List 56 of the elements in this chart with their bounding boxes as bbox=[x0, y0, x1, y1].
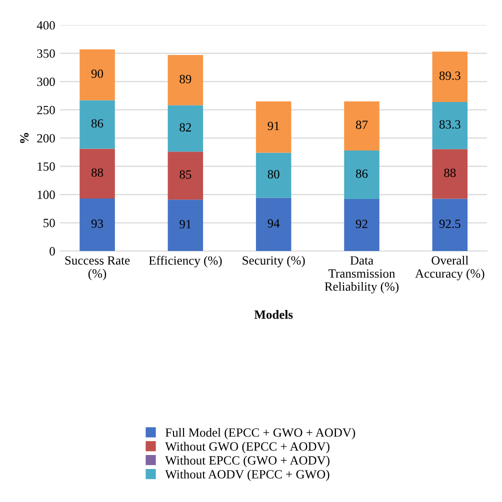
data-label: 91 bbox=[180, 220, 191, 228]
bar bbox=[168, 200, 204, 251]
x-tick-label: Efficiency (%) bbox=[148, 256, 222, 268]
bar bbox=[168, 105, 204, 152]
data-label: 93 bbox=[91, 219, 104, 228]
data-label: 80 bbox=[268, 170, 280, 178]
bar bbox=[432, 198, 468, 251]
bar bbox=[432, 149, 468, 199]
bar bbox=[344, 199, 380, 251]
x-tick-label: Data Transmission Reliability (%) bbox=[324, 256, 399, 294]
legend-label: Full Model (EPCC + GWO + AODV) bbox=[165, 428, 356, 440]
bar bbox=[80, 49, 115, 100]
data-label: 89.3 bbox=[439, 71, 460, 80]
legend-label: Without AODV (EPCC + GWO) bbox=[165, 470, 330, 482]
data-label: 86 bbox=[356, 169, 368, 178]
bar bbox=[256, 198, 292, 251]
data-label: 91 bbox=[268, 122, 280, 130]
x-axis-title: Models bbox=[254, 310, 293, 319]
x-tick-label: Security (%) bbox=[242, 256, 305, 268]
bar bbox=[80, 100, 115, 149]
bar bbox=[256, 152, 292, 198]
data-label: 86 bbox=[91, 119, 104, 128]
legend-label: Without GWO (EPCC + AODV) bbox=[165, 442, 330, 454]
y-tick-label: 100 bbox=[38, 190, 55, 199]
y-tick-label: 50 bbox=[44, 218, 55, 228]
data-label: 87 bbox=[356, 120, 368, 130]
data-label: 88 bbox=[91, 168, 104, 177]
x-tick-label: Success Rate (%) bbox=[65, 256, 130, 280]
y-tick-label: 0 bbox=[50, 247, 55, 256]
data-label: 90 bbox=[91, 69, 104, 78]
y-tick-label: 250 bbox=[37, 106, 55, 114]
legend-label: Without EPCC (GWO + AODV) bbox=[165, 456, 330, 468]
data-label: 92.5 bbox=[439, 220, 460, 228]
bar bbox=[80, 198, 115, 251]
data-label: 88 bbox=[444, 168, 456, 178]
data-label: 92 bbox=[356, 220, 368, 228]
x-tick-label: Overall Accuracy (%) bbox=[415, 256, 484, 280]
bar bbox=[168, 55, 204, 106]
bar bbox=[432, 52, 468, 102]
y-tick-label: 400 bbox=[36, 21, 55, 30]
bar bbox=[168, 152, 204, 200]
data-label: 83.3 bbox=[439, 120, 460, 129]
data-label: 89 bbox=[180, 74, 192, 84]
bar bbox=[432, 102, 468, 150]
y-tick-label: 200 bbox=[37, 134, 55, 143]
bar bbox=[256, 101, 292, 153]
y-tick-label: 150 bbox=[38, 162, 55, 171]
data-label: 85 bbox=[180, 170, 192, 179]
data-label: 82 bbox=[180, 123, 191, 132]
y-axis-title: % bbox=[20, 132, 29, 144]
bar bbox=[344, 150, 380, 200]
data-label: 94 bbox=[268, 219, 280, 228]
y-tick-label: 350 bbox=[37, 49, 55, 58]
bar bbox=[80, 148, 115, 198]
y-tick-label: 300 bbox=[37, 78, 55, 86]
bar bbox=[344, 101, 380, 150]
